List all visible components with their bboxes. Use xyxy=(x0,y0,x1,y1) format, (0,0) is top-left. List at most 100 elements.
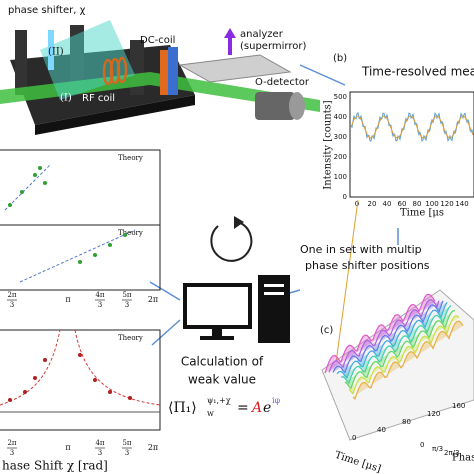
x-tick-label: 3 xyxy=(98,449,102,457)
y-tick-label: 200 xyxy=(334,153,347,161)
panel-label: (c) xyxy=(320,325,333,336)
point xyxy=(38,166,42,170)
x-tick-label: π xyxy=(65,443,70,452)
label: O-detector xyxy=(255,77,310,88)
x-tick-label: 20 xyxy=(368,200,377,208)
surface-line xyxy=(332,300,444,374)
x-tick-label: 3 xyxy=(98,301,102,309)
x-tick-label: 100 xyxy=(425,200,438,208)
tick-label: 40 xyxy=(377,426,386,434)
panel-b: (b) Time-resolved measu Intensity [count… xyxy=(323,53,474,219)
point xyxy=(108,243,112,247)
note: One in set with multip xyxy=(300,243,422,256)
x-tick-label: 3 xyxy=(10,301,14,309)
panel-c: (c) Time [μs] Phas xyxy=(320,289,474,474)
axis-label: hase Shift χ [rad] xyxy=(2,459,108,473)
label: DC-coil xyxy=(140,35,175,46)
point xyxy=(43,358,47,362)
x-tick-label: 2π xyxy=(7,291,16,299)
x-tick-label: 40 xyxy=(383,200,392,208)
formula: ψ₁,+χ xyxy=(207,396,231,405)
tick-label: 0 xyxy=(352,434,356,442)
label: (supermirror) xyxy=(240,41,306,52)
frame xyxy=(349,91,474,198)
surface-line xyxy=(352,320,464,401)
monitor xyxy=(183,283,252,329)
label: Calculation of xyxy=(181,355,264,369)
point xyxy=(33,173,37,177)
formula: w xyxy=(207,409,214,418)
tick-label: 120 xyxy=(427,410,440,418)
tick-label: π/3 xyxy=(432,445,443,453)
formula: A xyxy=(250,400,262,416)
x-tick-label: 2π xyxy=(148,443,158,452)
x-tick-label: 2π xyxy=(7,439,16,447)
label: weak value xyxy=(188,373,256,387)
y-tick-label: 400 xyxy=(334,113,347,121)
point xyxy=(23,390,27,394)
point xyxy=(78,260,82,264)
point xyxy=(78,353,82,357)
x-tick-label: 140 xyxy=(455,200,468,208)
connector xyxy=(334,199,359,371)
point xyxy=(108,390,112,394)
legend: Theory xyxy=(118,334,143,342)
tick-label: 160 xyxy=(452,402,465,410)
legend: Theory xyxy=(118,229,143,237)
panel-label: (b) xyxy=(333,53,347,64)
y-tick-label: 0 xyxy=(343,193,347,201)
cycle-arrow xyxy=(210,221,253,262)
label: analyzer xyxy=(240,29,284,40)
panel-title: Time-resolved measu xyxy=(361,65,474,79)
axis-label: Intensity [counts] xyxy=(323,100,334,189)
tick-label: 2π/3 xyxy=(444,449,459,457)
legend: Theory xyxy=(118,154,143,162)
surface-line xyxy=(348,315,460,395)
label: phase shifter, χ xyxy=(8,5,86,16)
x-tick-label: 5π xyxy=(122,291,131,299)
x-tick-label: π xyxy=(65,295,70,304)
label: (II) xyxy=(48,47,64,58)
x-tick-label: 80 xyxy=(413,200,422,208)
point xyxy=(128,396,132,400)
y-tick-label: 300 xyxy=(334,133,347,141)
x-tick-label: 3 xyxy=(125,449,129,457)
fit xyxy=(350,115,474,139)
x-tick-label: 2π xyxy=(148,295,158,304)
calculation: Calculation of weak value ⟨Π₁⟩ ψ₁,+χ w =… xyxy=(168,355,281,419)
note: phase shifter positions xyxy=(305,259,430,272)
point xyxy=(123,233,127,237)
point xyxy=(8,398,12,402)
label: (I) xyxy=(60,93,72,104)
surface-line xyxy=(340,305,452,385)
point xyxy=(33,376,37,380)
tick-label: 80 xyxy=(402,418,411,426)
point xyxy=(20,190,24,194)
formula: ⟨Π₁⟩ xyxy=(168,400,197,416)
label: RF coil xyxy=(82,93,115,104)
x-tick-label: 4π xyxy=(95,439,104,447)
y-tick-label: 500 xyxy=(334,93,347,101)
x-tick-label: 3 xyxy=(125,301,129,309)
surface-line xyxy=(344,310,456,390)
point xyxy=(8,203,12,207)
x-tick-label: 4π xyxy=(95,291,104,299)
left-plots: Theory Theory Theory hase Shift χ [rad] xyxy=(0,149,161,473)
axis-label: Time [μs] xyxy=(333,450,382,474)
formula: e xyxy=(263,400,271,416)
apparatus: phase shifter, χ (II) (I) RF coil DC-coi… xyxy=(0,5,320,135)
x-tick-label: 60 xyxy=(398,200,407,208)
x-tick-label: 3 xyxy=(10,449,14,457)
point xyxy=(93,378,97,382)
y-tick-label: 100 xyxy=(334,173,347,181)
point xyxy=(93,253,97,257)
formula: iφ xyxy=(272,396,281,405)
axis-label: Time [μs xyxy=(400,208,444,219)
tick-label: 0 xyxy=(420,441,424,449)
point xyxy=(43,181,47,185)
surface-line xyxy=(336,302,448,379)
x-tick-label: 5π xyxy=(122,439,131,447)
x-tick-label: 120 xyxy=(440,200,453,208)
formula: = xyxy=(237,400,249,416)
